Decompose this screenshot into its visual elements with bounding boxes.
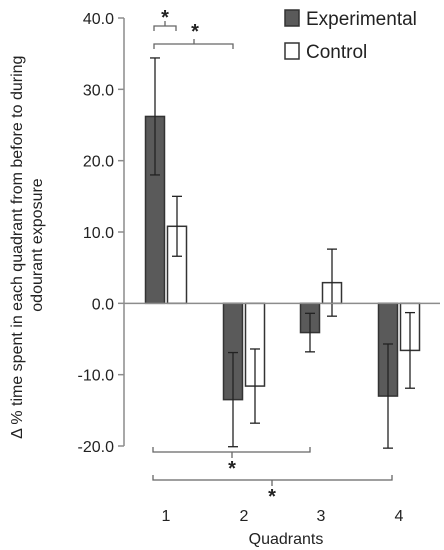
x-tick-label: 1 [162,508,171,525]
y-axis-title: Δ % time spent in each quadrant from bef… [9,51,46,439]
y-tick-label: 0.0 [92,296,114,313]
significance-star: * [191,21,199,43]
sig-bracket-q1-q4: * [152,475,393,508]
bracket-line [153,43,234,49]
legend-swatch-experimental [284,9,300,27]
bracket-line [152,447,311,453]
y-tick-label: 10.0 [83,225,114,242]
y-tick-label: -10.0 [78,368,115,385]
sig-bracket-q1-exp-ctrl: * [153,7,177,31]
y-axis-title-line-1: Δ % time spent in each quadrant from bef… [9,56,26,439]
significance-star: * [161,7,169,29]
sig-bracket-q1-q3: * [152,447,311,480]
legend-label-control: Control [306,42,367,63]
legend-label-experimental: Experimental [306,9,417,30]
x-tick-label: 4 [395,508,404,525]
y-tick-label: 40.0 [83,11,114,28]
x-tick-label: 2 [240,508,249,525]
y-tick-label: 30.0 [83,82,114,99]
legend-swatch-control [284,42,300,60]
x-tick-label: 3 [317,508,326,525]
y-tick-label: -20.0 [78,439,115,456]
bracket-line [152,475,393,481]
significance-star: * [228,458,236,480]
y-tick-label: 20.0 [83,154,114,171]
significance-star: * [268,486,276,508]
y-axis-title-line-2: odourant exposure [29,178,46,312]
x-axis-title: Quadrants [249,531,324,548]
